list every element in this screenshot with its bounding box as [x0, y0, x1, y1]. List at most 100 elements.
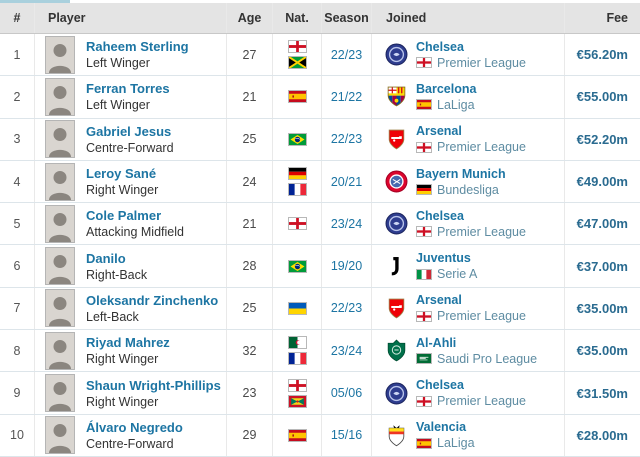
- season-link[interactable]: 22/23: [330, 132, 363, 147]
- arsenal-badge-icon[interactable]: [385, 297, 408, 320]
- player-photo[interactable]: [45, 120, 75, 159]
- season-link[interactable]: 20/21: [330, 174, 363, 189]
- player-name-link[interactable]: Cole Palmer: [86, 208, 162, 224]
- club-name-link[interactable]: Bayern Munich: [416, 166, 506, 181]
- league-link[interactable]: Premier League: [437, 224, 526, 239]
- player-photo[interactable]: [45, 374, 75, 413]
- club-name-link[interactable]: Chelsea: [416, 39, 464, 54]
- bayern-badge-icon[interactable]: [385, 170, 408, 193]
- player-name-link[interactable]: Raheem Sterling: [86, 39, 189, 55]
- club-name-link[interactable]: Arsenal: [416, 124, 462, 139]
- season-link[interactable]: 05/06: [330, 386, 363, 401]
- league-link[interactable]: Serie A: [437, 267, 478, 282]
- club-name-link[interactable]: Valencia: [416, 420, 467, 435]
- player-name-link[interactable]: Álvaro Negredo: [86, 419, 183, 435]
- player-photo[interactable]: [45, 77, 75, 116]
- league-link[interactable]: Premier League: [437, 55, 526, 70]
- table-row: 2 Ferran Torres Left Winger 21 21/22 Bar…: [0, 76, 640, 119]
- player-name-link[interactable]: Gabriel Jesus: [86, 123, 172, 139]
- table-row: 10 Álvaro Negredo Centre-Forward 29 15/1…: [0, 414, 640, 457]
- brazil-flag-icon: [287, 259, 307, 273]
- season-link[interactable]: 19/20: [330, 259, 363, 274]
- age: 25: [242, 301, 257, 316]
- col-header-fee[interactable]: Fee: [606, 11, 628, 25]
- league-link[interactable]: LaLiga: [437, 436, 475, 451]
- col-header-season[interactable]: Season: [322, 3, 372, 33]
- club-name-link[interactable]: Arsenal: [416, 293, 462, 308]
- age: 32: [242, 343, 257, 358]
- season-link[interactable]: 23/24: [330, 343, 363, 358]
- table-row: 9 Shaun Wright-Phillips Right Winger 23 …: [0, 372, 640, 415]
- col-header-rank[interactable]: #: [0, 3, 35, 33]
- league-link[interactable]: Saudi Pro League: [437, 351, 538, 366]
- club-name-link[interactable]: Chelsea: [416, 208, 464, 223]
- rank: 1: [13, 47, 21, 62]
- barcelona-badge-icon[interactable]: [385, 85, 408, 108]
- england-flag-icon: [287, 40, 307, 54]
- alahli-badge-icon[interactable]: [385, 339, 408, 362]
- season-link[interactable]: 21/22: [330, 89, 363, 104]
- table-body: 1 Raheem Sterling Left Winger 27 22/23 C…: [0, 34, 640, 457]
- player-photo[interactable]: [45, 35, 75, 74]
- player-position: Left-Back: [86, 309, 139, 324]
- england-league-flag-icon: [416, 57, 432, 69]
- season-link[interactable]: 15/16: [330, 428, 363, 443]
- arsenal-badge-icon[interactable]: [385, 128, 408, 151]
- club-name-link[interactable]: Chelsea: [416, 378, 464, 393]
- england-league-flag-icon: [416, 310, 432, 322]
- transfer-fee-table: # Player Age Nat. Season Joined Fee 1 Ra…: [0, 3, 640, 457]
- spain-league-flag-icon: [416, 99, 432, 111]
- col-header-player[interactable]: Player: [35, 3, 227, 33]
- player-photo[interactable]: [45, 416, 75, 455]
- col-header-age[interactable]: Age: [227, 3, 273, 33]
- juventus-badge-icon[interactable]: [385, 255, 408, 278]
- player-photo[interactable]: [45, 289, 75, 328]
- player-name-link[interactable]: Danilo: [86, 250, 126, 266]
- league-link[interactable]: Premier League: [437, 394, 526, 409]
- jamaica-flag-icon: [287, 56, 307, 70]
- player-position: Right-Back: [86, 267, 148, 282]
- player-photo[interactable]: [45, 162, 75, 201]
- rank: 5: [13, 216, 21, 231]
- club-name-link[interactable]: Al-Ahli: [416, 335, 457, 350]
- england-flag-icon: [287, 217, 307, 231]
- league-link[interactable]: LaLiga: [437, 97, 475, 112]
- fee: €35.00m: [576, 343, 628, 359]
- player-photo[interactable]: [45, 331, 75, 370]
- chelsea-badge-icon[interactable]: [385, 382, 408, 405]
- chelsea-badge-icon[interactable]: [385, 212, 408, 235]
- player-photo[interactable]: [45, 247, 75, 286]
- player-name-link[interactable]: Riyad Mahrez: [86, 335, 170, 351]
- player-name-link[interactable]: Leroy Sané: [86, 166, 157, 182]
- season-link[interactable]: 22/23: [330, 301, 363, 316]
- player-position: Attacking Midfield: [86, 225, 184, 240]
- table-row: 7 Oleksandr Zinchenko Left-Back 25 22/23…: [0, 287, 640, 331]
- player-name-link[interactable]: Shaun Wright-Phillips: [86, 377, 221, 393]
- germany-league-flag-icon: [416, 184, 432, 196]
- player-position: Centre-Forward: [86, 436, 174, 451]
- club-name-link[interactable]: Barcelona: [416, 81, 477, 96]
- season-link[interactable]: 22/23: [330, 47, 363, 62]
- age: 28: [242, 259, 257, 274]
- col-header-nat[interactable]: Nat.: [273, 3, 322, 33]
- age: 23: [242, 386, 257, 401]
- season-link[interactable]: 23/24: [330, 216, 363, 231]
- chelsea-badge-icon[interactable]: [385, 43, 408, 66]
- player-photo[interactable]: [45, 204, 75, 243]
- nationality-flags: [287, 40, 307, 70]
- nationality-flags: [287, 336, 307, 366]
- age: 24: [242, 174, 257, 189]
- col-header-joined[interactable]: Joined: [372, 3, 565, 33]
- league-link[interactable]: Bundesliga: [437, 182, 499, 197]
- league-link[interactable]: Premier League: [437, 309, 526, 324]
- fee: €47.00m: [576, 216, 628, 232]
- player-name-link[interactable]: Oleksandr Zinchenko: [86, 292, 219, 308]
- table-header: # Player Age Nat. Season Joined Fee: [0, 3, 640, 34]
- spain-flag-icon: [287, 90, 307, 104]
- player-name-link[interactable]: Ferran Torres: [86, 81, 170, 97]
- rank: 8: [13, 343, 21, 358]
- age: 21: [242, 89, 257, 104]
- valencia-badge-icon[interactable]: [385, 424, 408, 447]
- league-link[interactable]: Premier League: [437, 140, 526, 155]
- club-name-link[interactable]: Juventus: [416, 251, 471, 266]
